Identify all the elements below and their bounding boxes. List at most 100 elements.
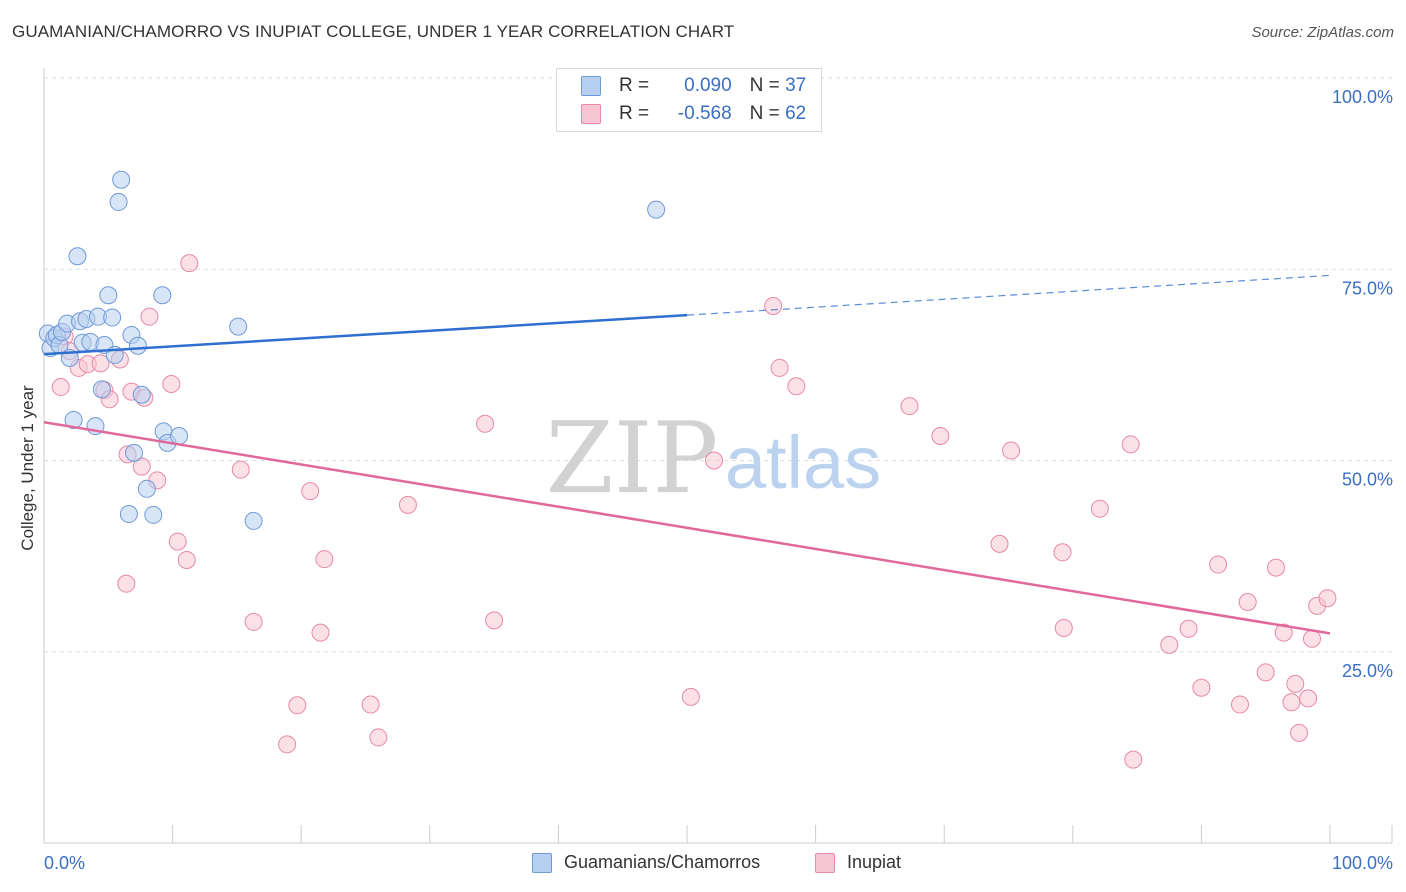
inupiat-point: [485, 611, 504, 630]
inupiat-point: [900, 397, 919, 416]
inupiat-point: [1053, 543, 1072, 562]
guamanian-point: [99, 286, 118, 305]
inupiat-point: [1124, 750, 1143, 769]
legend-r-value: -0.568: [677, 103, 732, 124]
inupiat-point: [681, 687, 700, 706]
inupiat-point: [162, 375, 181, 393]
legend-r-label: R =: [619, 75, 650, 96]
y-tick-label: 75.0%: [1342, 278, 1393, 298]
inupiat-point: [180, 254, 199, 273]
guamanian-point: [92, 380, 111, 399]
inupiat-point: [1266, 558, 1285, 577]
inupiat-point: [288, 696, 307, 715]
series-swatch-pink: [815, 852, 835, 873]
guamanian-points: [38, 170, 666, 530]
series-label-inupiat: Inupiat: [847, 852, 902, 872]
inupiat-point: [1274, 623, 1293, 642]
chart-title: GUAMANIAN/CHAMORRO VS INUPIAT COLLEGE, U…: [12, 22, 735, 41]
inupiat-point: [1290, 723, 1309, 742]
inupiat-point: [764, 296, 783, 315]
inupiat-point: [311, 623, 330, 642]
guamanian-point: [128, 336, 147, 355]
x-tick-label: 100.0%: [1332, 853, 1393, 873]
series-legend-guamanian[interactable]: Guamanians/Chamorros: [532, 852, 760, 873]
guamanian-point: [64, 410, 83, 429]
tick-labels: 25.0% 50.0% 75.0% 100.0% 0.0% 100.0%: [44, 87, 1393, 873]
legend-n-label: N =: [749, 75, 780, 96]
guamanian-point: [244, 511, 263, 530]
inupiat-point: [990, 534, 1009, 553]
guamanian-point: [144, 505, 163, 524]
guamanian-point: [132, 385, 151, 404]
legend-n-label: N =: [749, 103, 780, 124]
legend-r-value: 0.090: [684, 75, 732, 96]
series-legend: Guamanians/Chamorros Inupiat: [0, 852, 1406, 876]
inupiat-point: [476, 414, 495, 433]
y-axis-label: College, Under 1 year: [18, 385, 37, 551]
inupiat-point: [278, 735, 297, 754]
guamanian-point: [153, 286, 172, 305]
y-tick-label: 50.0%: [1342, 470, 1393, 490]
legend-r-label: R =: [619, 103, 650, 124]
inupiat-point: [231, 460, 250, 479]
correlation-legend: R = 0.090 N = 37 R = -0.568 N = 62: [556, 68, 822, 132]
guamanian-point: [109, 192, 128, 211]
legend-row-inupiat: R = -0.568 N = 62: [581, 102, 806, 126]
inupiat-points: [51, 254, 1337, 769]
inupiat-point: [1230, 695, 1249, 714]
inupiat-point: [301, 482, 320, 501]
guamanian-point: [137, 479, 156, 498]
guamanian-point: [119, 505, 138, 524]
inupiat-point: [168, 532, 187, 551]
inupiat-point: [132, 457, 151, 476]
series-swatch-blue: [532, 852, 552, 873]
inupiat-point: [705, 451, 724, 470]
series-legend-inupiat[interactable]: Inupiat: [815, 852, 901, 873]
y-tick-label: 100.0%: [1332, 87, 1393, 107]
inupiat-point: [1179, 619, 1198, 638]
inupiat-point: [1286, 674, 1305, 693]
trend-lines: [43, 274, 1331, 635]
guamanian-point: [125, 443, 144, 462]
inupiat-point: [1054, 619, 1073, 638]
guamanian-point: [229, 317, 248, 336]
source-label: Source: ZipAtlas.com: [1251, 24, 1394, 41]
guamanian-point: [647, 200, 666, 219]
watermark-zip: ZIP: [546, 402, 719, 516]
inupiat-point: [1121, 435, 1140, 454]
legend-row-guamanian: R = 0.090 N = 37: [581, 74, 806, 98]
inupiat-point: [1282, 693, 1301, 712]
inupiat-point: [315, 550, 334, 569]
inupiat-point: [1238, 593, 1257, 612]
inupiat-point: [361, 695, 380, 714]
inupiat-point: [1160, 635, 1179, 654]
inupiat-point: [177, 550, 196, 569]
axes: [43, 68, 1393, 844]
legend-n-value: 37: [785, 75, 807, 96]
inupiat-point: [117, 574, 136, 593]
inupiat-point: [91, 354, 110, 373]
guamanian-point: [170, 427, 189, 446]
inupiat-trend-line: [43, 421, 1331, 635]
watermark: ZIP atlas: [546, 402, 882, 516]
legend-swatch-blue: [581, 76, 601, 96]
inupiat-point: [1256, 663, 1275, 682]
legend-n-value: 62: [785, 103, 807, 124]
x-tick-label: 0.0%: [44, 853, 85, 873]
inupiat-point: [1302, 629, 1321, 648]
guamanian-trend-line: [43, 313, 688, 356]
watermark-atlas: atlas: [725, 421, 881, 504]
inupiat-point: [1002, 441, 1021, 460]
inupiat-point: [770, 358, 789, 377]
inupiat-point: [1192, 678, 1211, 697]
guamanian-point: [68, 247, 87, 266]
inupiat-point: [931, 427, 950, 446]
legend-swatch-pink: [581, 104, 601, 124]
inupiat-point: [244, 612, 263, 631]
inupiat-point: [1209, 555, 1228, 574]
guamanian-trend-extension: [686, 274, 1331, 316]
inupiat-point: [51, 378, 70, 397]
inupiat-point: [1299, 689, 1318, 708]
y-tick-label: 25.0%: [1342, 661, 1393, 681]
